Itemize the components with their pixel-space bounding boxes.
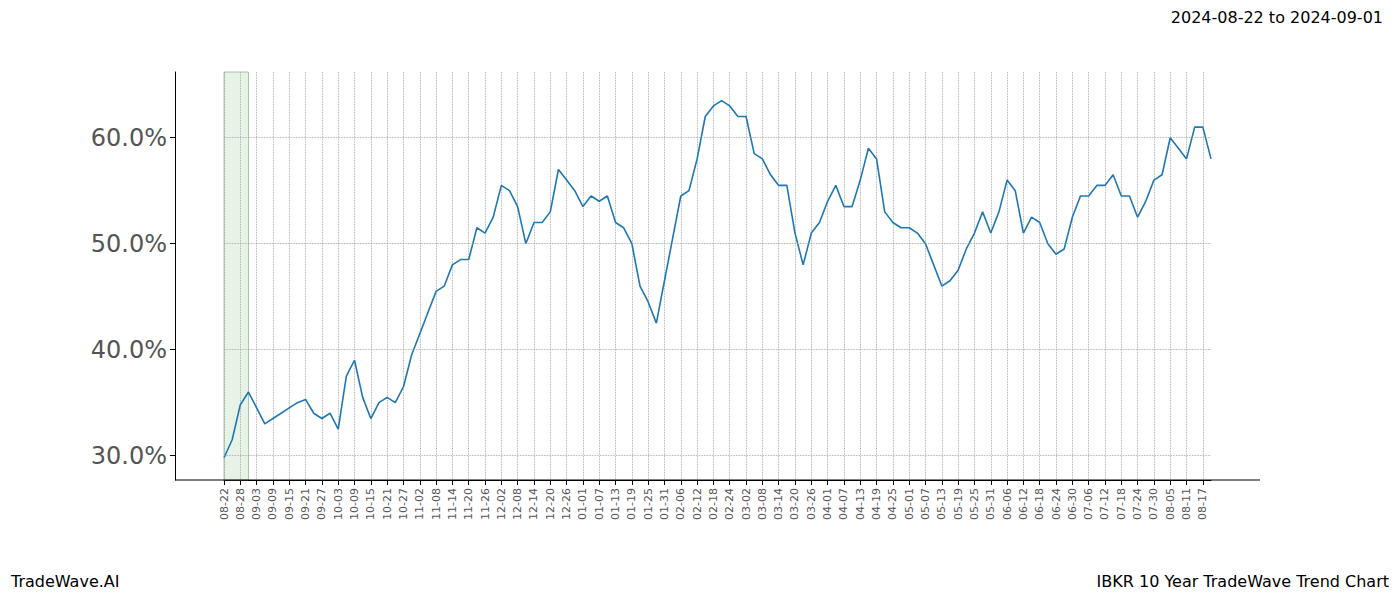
svg-text:06-06: 06-06 [1001, 488, 1014, 520]
svg-text:02-24: 02-24 [723, 488, 736, 520]
svg-text:04-19: 04-19 [870, 488, 883, 520]
svg-text:02-18: 02-18 [707, 488, 720, 520]
svg-text:03-20: 03-20 [788, 488, 801, 520]
svg-text:2024-08-22 to 2024-09-01: 2024-08-22 to 2024-09-01 [1171, 8, 1383, 27]
svg-text:12-08: 12-08 [511, 488, 524, 520]
svg-text:08-05: 08-05 [1164, 488, 1177, 520]
svg-text:05-31: 05-31 [984, 488, 997, 520]
svg-text:40.0%: 40.0% [91, 336, 167, 364]
svg-text:05-19: 05-19 [952, 488, 965, 520]
svg-text:06-18: 06-18 [1033, 488, 1046, 520]
svg-text:02-06: 02-06 [674, 488, 687, 520]
svg-text:07-18: 07-18 [1115, 488, 1128, 520]
svg-text:11-02: 11-02 [413, 488, 426, 520]
svg-text:12-26: 12-26 [560, 488, 573, 520]
svg-text:09-15: 09-15 [283, 488, 296, 520]
svg-text:04-01: 04-01 [821, 488, 834, 520]
svg-text:08-22: 08-22 [218, 488, 231, 520]
svg-text:10-15: 10-15 [364, 488, 377, 520]
svg-text:06-12: 06-12 [1017, 488, 1030, 520]
svg-text:01-31: 01-31 [658, 488, 671, 520]
svg-text:02-12: 02-12 [691, 488, 704, 520]
svg-text:04-07: 04-07 [837, 488, 850, 520]
svg-text:05-25: 05-25 [968, 488, 981, 520]
svg-text:12-20: 12-20 [544, 488, 557, 520]
svg-text:09-03: 09-03 [250, 488, 263, 520]
svg-text:09-09: 09-09 [266, 488, 279, 520]
svg-text:01-19: 01-19 [625, 488, 638, 520]
svg-text:01-13: 01-13 [609, 488, 622, 520]
svg-text:12-02: 12-02 [495, 488, 508, 520]
svg-text:09-21: 09-21 [299, 488, 312, 520]
svg-text:03-14: 03-14 [772, 488, 785, 520]
svg-text:01-07: 01-07 [593, 488, 606, 520]
svg-text:11-14: 11-14 [446, 488, 459, 520]
svg-text:50.0%: 50.0% [91, 230, 167, 258]
svg-text:06-24: 06-24 [1050, 488, 1063, 520]
svg-text:04-13: 04-13 [854, 488, 867, 520]
svg-text:07-06: 07-06 [1082, 488, 1095, 520]
svg-text:12-14: 12-14 [527, 488, 540, 520]
svg-text:10-21: 10-21 [381, 488, 394, 520]
svg-text:08-11: 08-11 [1180, 488, 1193, 520]
svg-text:01-25: 01-25 [642, 488, 655, 520]
svg-text:03-26: 03-26 [805, 488, 818, 520]
svg-text:07-24: 07-24 [1131, 488, 1144, 520]
svg-text:TradeWave.AI: TradeWave.AI [10, 572, 119, 591]
svg-text:60.0%: 60.0% [91, 124, 167, 152]
svg-text:05-07: 05-07 [919, 488, 932, 520]
svg-text:07-30: 07-30 [1147, 488, 1160, 520]
svg-text:01-01: 01-01 [576, 488, 589, 520]
svg-text:05-01: 05-01 [903, 488, 916, 520]
svg-text:11-08: 11-08 [430, 488, 443, 520]
svg-text:06-30: 06-30 [1066, 488, 1079, 520]
svg-text:10-27: 10-27 [397, 488, 410, 520]
svg-text:10-03: 10-03 [332, 488, 345, 520]
svg-text:03-08: 03-08 [756, 488, 769, 520]
svg-text:09-27: 09-27 [315, 488, 328, 520]
svg-text:03-02: 03-02 [740, 488, 753, 520]
svg-text:08-28: 08-28 [234, 488, 247, 520]
svg-text:07-12: 07-12 [1098, 488, 1111, 520]
svg-text:08-17: 08-17 [1196, 488, 1209, 520]
svg-text:11-26: 11-26 [479, 488, 492, 520]
svg-text:10-09: 10-09 [348, 488, 361, 520]
svg-text:04-25: 04-25 [886, 488, 899, 520]
svg-text:05-13: 05-13 [935, 488, 948, 520]
svg-text:30.0%: 30.0% [91, 442, 167, 470]
svg-text:11-20: 11-20 [462, 488, 475, 520]
svg-text:IBKR 10 Year TradeWave Trend C: IBKR 10 Year TradeWave Trend Chart [1097, 572, 1389, 591]
